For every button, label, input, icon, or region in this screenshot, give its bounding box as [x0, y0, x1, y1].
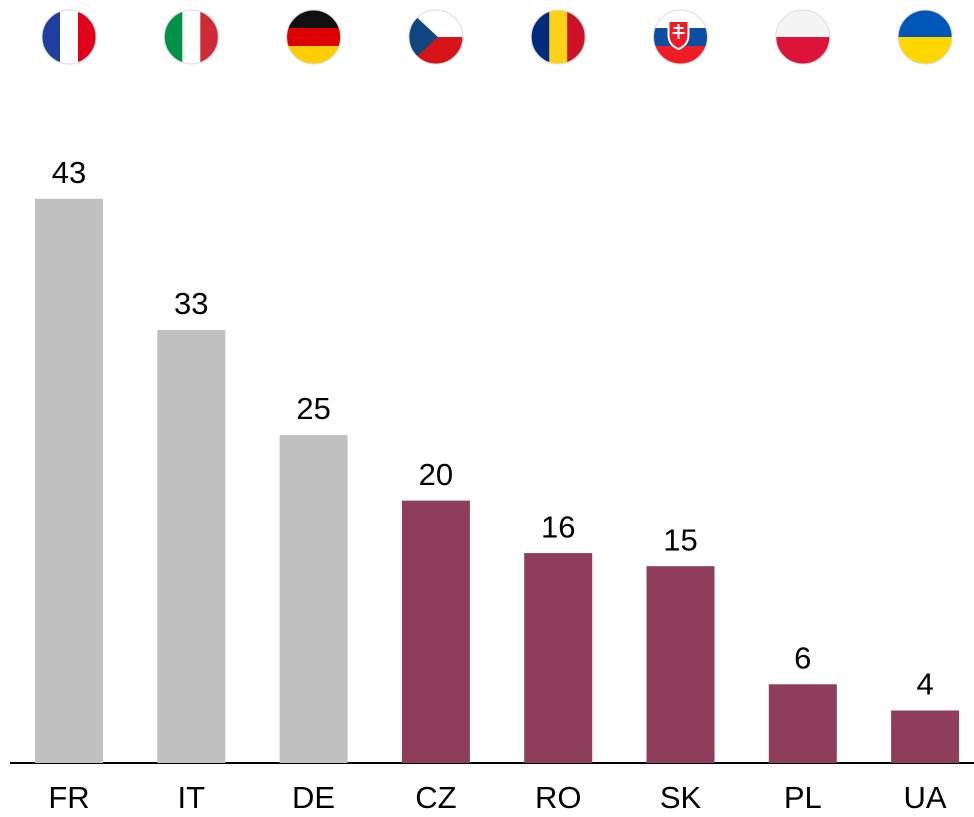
value-label: 16 [541, 509, 575, 544]
flag-stripe [653, 10, 708, 29]
x-tick-label: DE [292, 780, 335, 815]
bar [401, 500, 470, 763]
flag-stripe [653, 46, 708, 64]
flag-outline [897, 9, 953, 65]
value-label: 6 [794, 640, 811, 675]
flag-stripe [182, 10, 201, 64]
flag-stripe [164, 10, 183, 64]
flag-stripe [898, 10, 953, 38]
value-label: 25 [296, 391, 330, 426]
bar [524, 553, 593, 763]
value-label: 43 [52, 155, 86, 190]
flag-cross [672, 24, 685, 39]
flag-outline [775, 9, 831, 65]
flag [164, 10, 219, 64]
flag-stripe [60, 10, 79, 64]
flag-outline [530, 9, 586, 65]
flag-stripe [775, 10, 830, 38]
value-label: 33 [174, 286, 208, 321]
value-label: 4 [916, 667, 933, 702]
x-tick-label: FR [48, 780, 89, 815]
flag [286, 10, 341, 64]
bar [157, 330, 226, 763]
flag-stripe [898, 37, 953, 64]
flag-stripe [549, 10, 568, 64]
flag-outline [408, 9, 464, 65]
x-tick-label: UA [904, 780, 947, 815]
flag-stripe [286, 46, 341, 64]
bar [35, 198, 103, 764]
bar [891, 710, 960, 763]
flag-outline [41, 9, 97, 65]
bar [768, 684, 837, 763]
flag-outline [286, 9, 342, 65]
x-tick-label: PL [784, 780, 822, 815]
flag-stripe [567, 10, 586, 64]
flag-stripe [78, 10, 96, 64]
bar [646, 566, 715, 763]
x-tick-label: IT [178, 780, 206, 815]
bar [279, 435, 348, 763]
flag-stripe [531, 10, 550, 64]
x-tick-label: SK [660, 780, 702, 815]
flag-outline [163, 9, 219, 65]
value-label: 20 [419, 457, 453, 492]
flag-stripe [775, 37, 830, 64]
flag-stripe [286, 28, 341, 47]
flag-outline [653, 9, 708, 65]
flag [653, 10, 708, 64]
flag [42, 10, 96, 64]
x-tick-label: RO [535, 780, 582, 815]
flag-stripe [200, 10, 219, 64]
flag-stripe [42, 10, 61, 64]
flag [531, 10, 586, 64]
value-label: 15 [663, 522, 697, 557]
flag-stripe [286, 10, 341, 29]
flags [41, 9, 953, 65]
x-tick-label: CZ [415, 780, 456, 815]
flag-triangle [408, 10, 438, 64]
